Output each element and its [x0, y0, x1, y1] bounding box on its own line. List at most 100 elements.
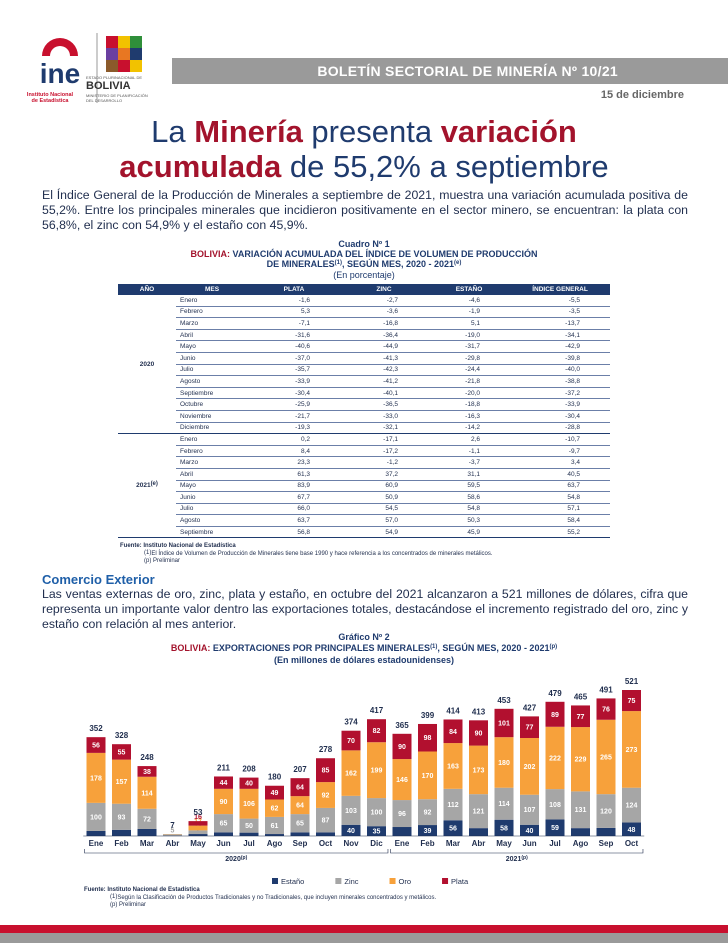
value-cell: -25,9 — [248, 398, 340, 411]
value-label: 16 — [194, 814, 202, 821]
bar-segment — [622, 787, 641, 823]
month-cell: Enero — [176, 295, 248, 307]
bar-segment — [596, 794, 616, 828]
table-title: BOLIVIA: VARIACIÓN ACUMULADA DEL ÍNDICE … — [190, 249, 538, 269]
month-cell: Abril — [176, 468, 248, 481]
value-cell: 58,4 — [510, 514, 610, 527]
value-label: 131 — [575, 807, 587, 814]
footer-stripe — [0, 925, 728, 933]
total-label: 479 — [548, 689, 562, 698]
value-cell: -5,5 — [510, 295, 610, 307]
value-cell: -16,3 — [428, 410, 510, 423]
value-cell: -29,8 — [428, 352, 510, 365]
value-cell: 83,9 — [248, 480, 340, 493]
value-cell: -17,2 — [340, 445, 428, 458]
value-cell: -34,1 — [510, 329, 610, 342]
ine-arc — [42, 38, 78, 56]
value-cell: 8,4 — [248, 445, 340, 458]
value-cell: 54,5 — [340, 503, 428, 516]
total-label: 53 — [194, 808, 203, 817]
value-cell: -1,9 — [428, 306, 510, 319]
value-label: 89 — [551, 712, 559, 719]
month-cell: Febrero — [176, 306, 248, 319]
footer-stripe — [0, 933, 728, 943]
value-cell: 54,8 — [510, 491, 610, 504]
group-year: 2021 — [506, 856, 522, 863]
value-cell: 5,3 — [248, 306, 340, 319]
bar-segment — [316, 807, 335, 833]
bar-segment — [520, 716, 539, 739]
note-prelim: (p) Preliminar — [144, 558, 181, 564]
bar-segment — [494, 819, 514, 836]
bar-segment — [316, 832, 335, 836]
bar-segment — [571, 705, 590, 728]
value-cell: 56,8 — [248, 526, 340, 539]
bar-segment — [367, 798, 386, 827]
month-cell: Julio — [176, 364, 248, 377]
x-tick-label: Jun — [216, 839, 230, 848]
bar-segment — [265, 834, 284, 836]
bar-segment — [571, 727, 590, 792]
x-tick-label: Sep — [293, 839, 308, 848]
chart-subtitle: (En millones de dólares estadounidenses) — [273, 655, 455, 665]
year: 2020 — [139, 360, 155, 368]
month-cell: Mayo — [176, 340, 248, 353]
value-cell: -2,7 — [340, 295, 428, 307]
value-cell: 66,0 — [248, 503, 340, 516]
headline: La Minería presenta variación acumulada d… — [0, 114, 728, 184]
bar-segment — [137, 776, 157, 809]
x-tick-label: Mar — [140, 839, 154, 848]
value-label: 265 — [600, 754, 612, 761]
total-label: 208 — [242, 765, 256, 774]
bar-segment — [341, 824, 361, 836]
value-cell: 63,7 — [510, 480, 610, 493]
value-cell: 57,1 — [510, 503, 610, 516]
x-tick-label: Ene — [89, 839, 104, 848]
month-cell: Febrero — [176, 445, 248, 458]
headline-emphasis: acumulada — [119, 149, 282, 184]
month-cell: Septiembre — [176, 387, 248, 400]
value-cell: 67,7 — [248, 491, 340, 504]
value-label: 75 — [628, 698, 636, 705]
value-label: 178 — [90, 775, 102, 782]
legend-label: Estaño — [281, 877, 304, 886]
value-label: 124 — [626, 803, 638, 810]
bar-segment — [341, 795, 361, 825]
value-cell: 57,0 — [340, 514, 428, 527]
value-cell: 60,9 — [340, 480, 428, 493]
value-label: 112 — [447, 802, 458, 809]
total-label: 211 — [217, 763, 230, 772]
bar-segment — [290, 814, 310, 833]
table-row: Mayo -40,6 -44,9 -31,7 -42,9 — [118, 340, 610, 353]
note-text: Según la Clasificación de Productos Trad… — [117, 894, 437, 901]
value-cell: 61,3 — [248, 468, 340, 481]
total-label: 521 — [625, 677, 639, 686]
value-label: 40 — [347, 828, 355, 835]
value-label: 84 — [449, 729, 457, 736]
value-label: 101 — [498, 720, 510, 727]
month-cell: Abril — [176, 329, 248, 342]
value-cell: 54,8 — [428, 503, 510, 516]
value-cell: -41,2 — [340, 375, 428, 388]
total-label: 414 — [446, 706, 460, 715]
value-label: 48 — [628, 827, 636, 834]
value-label: 100 — [90, 814, 102, 821]
chart-label: Gráfico Nº 2 — [338, 632, 390, 642]
value-cell: -19,3 — [248, 422, 340, 435]
column-header: ZINC — [340, 284, 428, 295]
bar-segment — [112, 759, 131, 804]
value-label: 56 — [92, 743, 100, 750]
table-row: Septiembre -30,4 -40,1 -20,0 -37,2 — [118, 387, 610, 400]
data-table: AÑO MES PLATA ZINC ESTAÑO ÍNDICE GENERAL 2020… — [118, 284, 610, 539]
value-cell: 3,4 — [510, 456, 610, 469]
bar-segment — [571, 828, 590, 836]
column-header: ESTAÑO — [428, 284, 510, 295]
value-cell: -3,6 — [340, 306, 428, 319]
month-cell: Enero — [176, 433, 248, 446]
value-cell: 50,9 — [340, 491, 428, 504]
month-cell: Septiembre — [176, 526, 248, 539]
bar-segment — [545, 726, 565, 790]
value-cell: -42,9 — [510, 340, 610, 353]
x-tick-label: Mar — [446, 839, 460, 848]
total-label: 399 — [421, 711, 435, 720]
